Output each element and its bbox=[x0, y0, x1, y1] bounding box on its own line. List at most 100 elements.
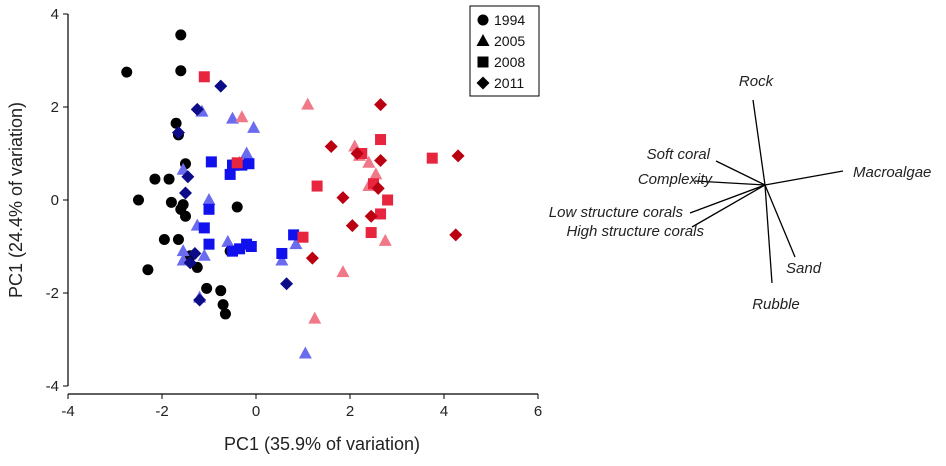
scatter-panel: -4 -2 0 2 4 6 -4 -2 0 2 4 PC1 (35.9% of variation… bbox=[6, 5, 542, 454]
point-2005-triangle bbox=[336, 265, 350, 278]
data-points bbox=[121, 29, 465, 359]
point-2008-square bbox=[288, 229, 300, 241]
point-2008-square bbox=[297, 231, 309, 243]
x-tick-label: -4 bbox=[61, 403, 74, 420]
point-2005-triangle bbox=[308, 311, 322, 324]
point-2005-triangle bbox=[289, 237, 303, 250]
y-axis-title: PC1 (24.4% of variation) bbox=[6, 102, 26, 298]
point-1994-circle bbox=[172, 234, 184, 246]
point-2008-square bbox=[276, 247, 288, 259]
point-2008-square bbox=[375, 134, 387, 146]
point-2005-triangle bbox=[275, 253, 289, 266]
point-2008-square bbox=[243, 158, 255, 170]
point-2011-diamond bbox=[324, 140, 338, 154]
point-2005-triangle bbox=[369, 167, 383, 180]
point-2011-diamond bbox=[374, 153, 388, 167]
point-2008-square bbox=[231, 157, 243, 169]
legend-label: 2008 bbox=[494, 54, 525, 70]
y-tick-label: -4 bbox=[46, 378, 59, 395]
vector-rubble bbox=[764, 184, 773, 284]
vector-label-macroalgae: Macroalgae bbox=[853, 164, 931, 181]
point-2011-diamond bbox=[345, 219, 359, 233]
point-2005-triangle bbox=[301, 97, 315, 110]
vector-label-high-structure-corals: High structure corals bbox=[566, 223, 704, 240]
biplot-panel: Rock Soft coral Complexity Macroalgae Low st… bbox=[549, 73, 932, 313]
x-tick-label: -2 bbox=[155, 403, 168, 420]
vector-complexity bbox=[694, 180, 766, 186]
point-2008-square bbox=[426, 152, 438, 164]
x-tick-label: 4 bbox=[440, 403, 448, 420]
x-tick-label: 6 bbox=[534, 403, 542, 420]
point-2011-diamond bbox=[190, 102, 204, 116]
vector-macroalgae bbox=[764, 170, 844, 186]
point-1994-circle bbox=[215, 285, 227, 297]
point-2011-diamond bbox=[179, 186, 192, 200]
y-tick-label: 2 bbox=[51, 99, 59, 116]
vector-rock bbox=[752, 99, 766, 186]
point-2008-square bbox=[375, 208, 387, 220]
point-2008-square bbox=[311, 180, 323, 192]
point-2005-triangle bbox=[202, 193, 216, 205]
legend-label: 1994 bbox=[494, 12, 525, 28]
point-2005-triangle bbox=[362, 155, 376, 168]
point-1994-circle bbox=[217, 299, 229, 311]
point-2011-diamond bbox=[193, 293, 207, 307]
point-2008-square bbox=[203, 238, 215, 250]
point-1994-circle bbox=[121, 66, 133, 78]
point-2005-triangle bbox=[176, 244, 190, 257]
point-2005-triangle bbox=[298, 346, 312, 359]
point-2008-square bbox=[227, 245, 238, 257]
x-axis-title: PC1 (35.9% of variation) bbox=[224, 434, 420, 454]
point-2005-triangle bbox=[226, 111, 239, 124]
point-2008-square bbox=[365, 227, 377, 239]
point-2011-diamond bbox=[183, 256, 197, 270]
y-tick-label: 4 bbox=[51, 6, 59, 23]
point-1994-circle bbox=[219, 308, 231, 320]
point-2011-diamond bbox=[171, 126, 185, 140]
vector-sand bbox=[764, 184, 796, 258]
point-1994-circle bbox=[149, 173, 161, 185]
point-2011-diamond bbox=[336, 191, 350, 205]
point-2005-triangle bbox=[221, 234, 235, 247]
vector-label-rock: Rock bbox=[739, 73, 775, 90]
point-2005-triangle bbox=[378, 233, 392, 246]
point-2008-square bbox=[203, 203, 215, 215]
legend-label: 2011 bbox=[494, 75, 524, 91]
point-2008-square bbox=[368, 178, 379, 190]
legend-marker-triangle bbox=[476, 34, 490, 46]
point-1994-circle bbox=[163, 173, 175, 185]
point-2008-square bbox=[224, 168, 236, 180]
legend: 1994 2005 2008 2011 bbox=[469, 5, 540, 97]
point-1994-circle bbox=[175, 29, 187, 41]
point-2011-diamond bbox=[305, 251, 319, 265]
point-1994-circle bbox=[175, 65, 187, 77]
point-1994-circle bbox=[133, 194, 144, 206]
point-1994-circle bbox=[170, 117, 182, 129]
x-tick-label: 2 bbox=[346, 403, 354, 420]
point-2005-triangle bbox=[197, 248, 211, 261]
point-1994-circle bbox=[201, 282, 213, 294]
y-tick-label: 0 bbox=[51, 192, 59, 209]
y-axis-ticks: -4 -2 0 2 4 bbox=[46, 6, 68, 395]
point-1994-circle bbox=[180, 210, 191, 222]
vector-label-complexity: Complexity bbox=[638, 171, 714, 188]
point-2011-diamond bbox=[181, 170, 195, 184]
point-2011-diamond bbox=[371, 181, 385, 195]
point-2011-diamond bbox=[188, 246, 202, 260]
point-2011-diamond bbox=[280, 277, 294, 291]
point-2008-square bbox=[198, 222, 210, 234]
point-1994-circle bbox=[165, 196, 177, 208]
vector-high-structure-corals bbox=[691, 184, 766, 228]
point-2008-square bbox=[198, 71, 210, 83]
vector-label-soft-coral: Soft coral bbox=[647, 146, 711, 163]
point-2011-diamond bbox=[350, 147, 364, 160]
vector-soft-coral bbox=[715, 160, 766, 186]
vector-label-sand: Sand bbox=[786, 260, 822, 277]
point-2011-diamond bbox=[374, 98, 388, 112]
vector-label-low-structure-corals: Low structure corals bbox=[549, 204, 684, 221]
point-2011-diamond bbox=[214, 79, 228, 93]
x-axis-ticks: -4 -2 0 2 4 6 bbox=[61, 394, 542, 420]
point-2005-triangle bbox=[235, 110, 249, 123]
point-1994-circle bbox=[231, 201, 243, 213]
